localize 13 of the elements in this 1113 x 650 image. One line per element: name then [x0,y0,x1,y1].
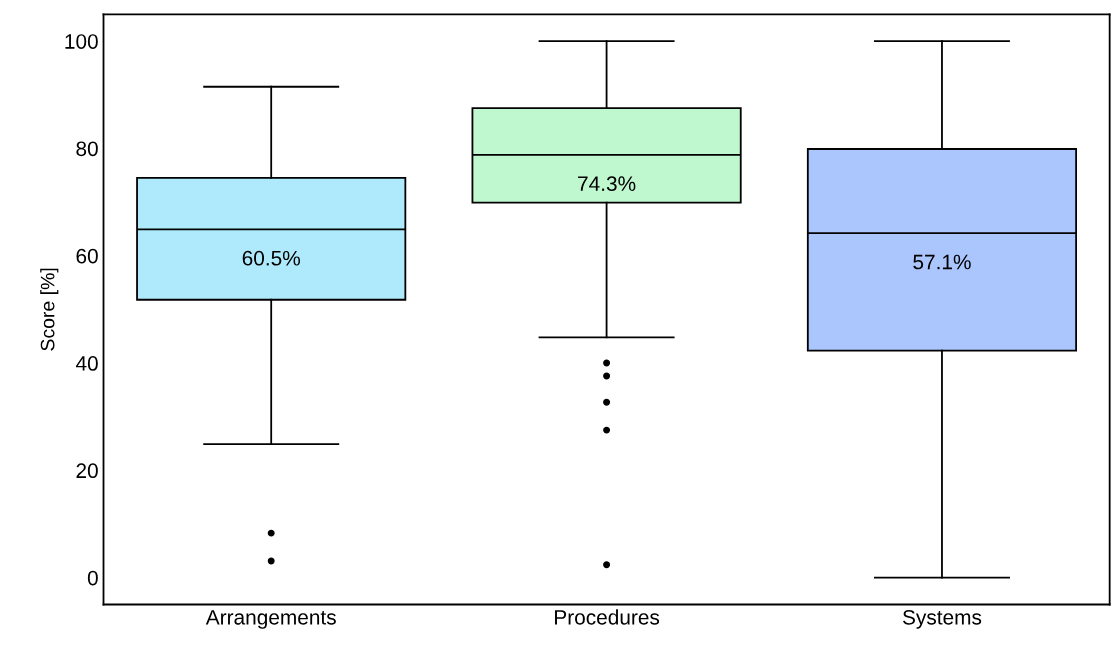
y-tick-label: 0 [87,570,98,586]
y-tick-label: 60 [76,248,98,264]
annotation: 74.3% [578,176,636,192]
x-tick-label: Systems [902,609,982,629]
x-tick-label: Procedures [555,609,660,625]
y-axis-title: Score [%] [40,268,59,351]
annotation: 60.5% [242,250,300,266]
x-tick-label: Arrangements [205,610,336,629]
y-tick-label: 80 [76,141,98,157]
annotation: 57.1% [913,254,971,270]
y-tick-label: 100 [65,34,98,49]
y-tick-label: 20 [76,463,98,479]
y-tick-label: 40 [75,356,98,371]
